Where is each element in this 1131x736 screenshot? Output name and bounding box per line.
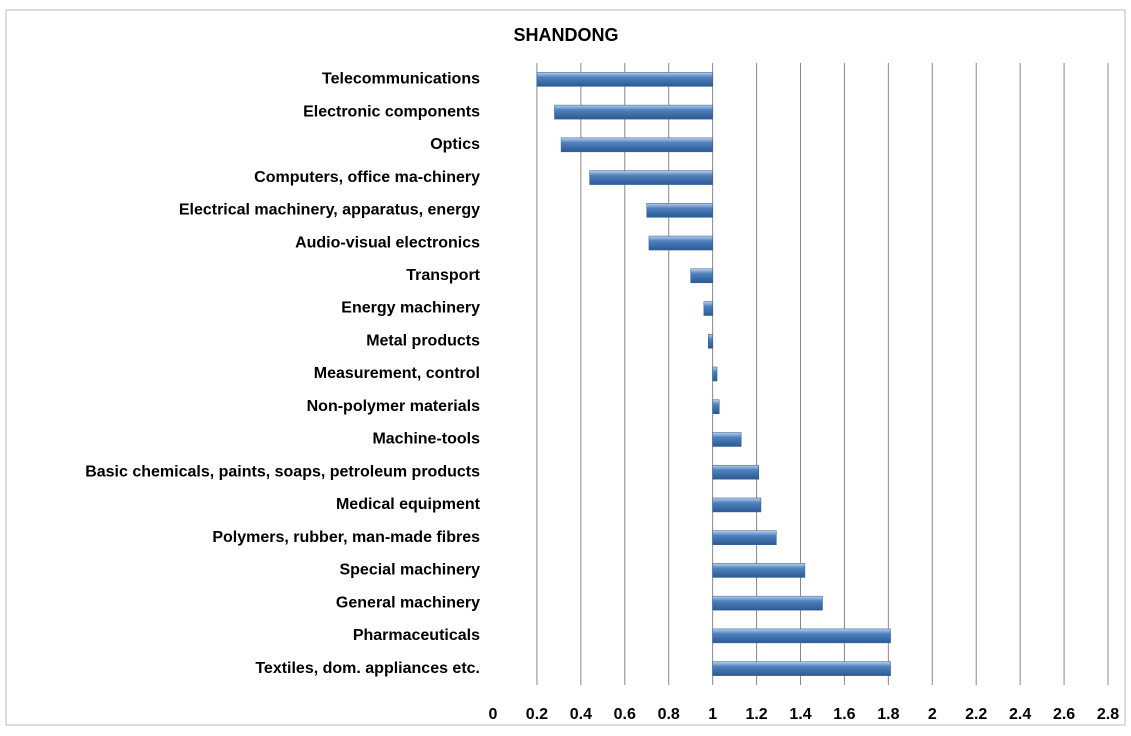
- y-tick-label: Optics: [430, 136, 480, 153]
- bar: [712, 595, 823, 611]
- bar: [690, 268, 713, 284]
- bar: [712, 497, 762, 513]
- bar: [712, 628, 891, 644]
- y-tick-label: Electrical machinery, apparatus, energy: [179, 202, 480, 219]
- bar: [646, 203, 713, 218]
- y-tick-label: Pharmaceuticals: [353, 627, 480, 644]
- bar: [560, 137, 713, 153]
- y-tick-label: Metal products: [366, 332, 480, 349]
- bar: [712, 366, 718, 382]
- y-tick-label: Electronic components: [303, 103, 480, 120]
- x-tick-label: 1.6: [833, 706, 855, 723]
- x-tick-label: 2.6: [1053, 706, 1075, 723]
- y-tick-label: Special machinery: [339, 562, 480, 579]
- y-tick-label: Measurement, control: [314, 365, 480, 382]
- x-tick-label: 2.2: [965, 706, 987, 723]
- y-tick-label: Transport: [406, 267, 480, 284]
- bar: [589, 170, 713, 185]
- y-tick-label: Medical equipment: [336, 496, 481, 513]
- bar: [712, 530, 777, 545]
- x-tick-label: 0.2: [526, 706, 548, 723]
- bar: [708, 334, 713, 349]
- bar: [712, 432, 742, 447]
- x-tick-label: 2: [928, 706, 937, 723]
- x-tick-label: 0.6: [614, 706, 636, 723]
- x-tick-label: 1: [708, 706, 717, 723]
- x-tick-label: 0.4: [570, 706, 592, 723]
- y-tick-label: Computers, office ma-chinery: [254, 169, 480, 186]
- y-tick-label: Textiles, dom. appliances etc.: [255, 660, 480, 677]
- y-tick-label: Telecommunications: [322, 71, 480, 88]
- y-tick-label: Energy machinery: [341, 300, 480, 317]
- x-tick-label: 1.2: [745, 706, 767, 723]
- y-tick-label: Machine-tools: [372, 431, 480, 448]
- chart-frame: [5, 9, 1126, 726]
- chart-title: SHANDONG: [513, 25, 618, 45]
- y-tick-label: Polymers, rubber, man-made fibres: [212, 529, 480, 546]
- x-tick-label: 2.4: [1009, 706, 1031, 723]
- bar: [712, 563, 806, 578]
- y-tick-label: Basic chemicals, paints, soaps, petroleu…: [85, 463, 480, 480]
- bar: [648, 235, 713, 251]
- bar: [712, 399, 720, 414]
- x-tick-label: 2.8: [1097, 706, 1119, 723]
- x-tick-label: 0: [489, 706, 498, 723]
- x-tick-label: 1.4: [789, 706, 811, 723]
- x-tick-label: 1.8: [877, 706, 899, 723]
- bar: [712, 464, 760, 480]
- y-tick-label: General machinery: [336, 594, 480, 611]
- y-tick-label: Audio-visual electronics: [295, 234, 480, 251]
- x-tick-label: 0.8: [658, 706, 680, 723]
- bar: [712, 661, 891, 676]
- y-tick-label: Non-polymer materials: [307, 398, 480, 415]
- bar: [536, 72, 713, 87]
- bar: [703, 301, 713, 316]
- bar: [554, 104, 713, 120]
